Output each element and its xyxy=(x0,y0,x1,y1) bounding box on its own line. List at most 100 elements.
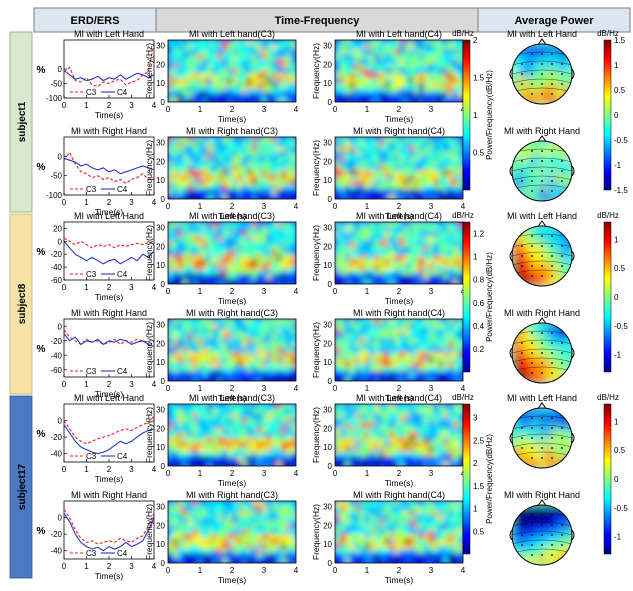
tf-cell xyxy=(438,404,444,410)
tf-cell xyxy=(399,333,405,339)
tf-cell xyxy=(379,179,385,186)
tf-cell xyxy=(276,175,282,181)
erd-xtick-label: 4 xyxy=(152,380,157,389)
tf-cell xyxy=(349,165,356,171)
tf-xtick-label: 2 xyxy=(397,287,402,296)
tf-cell xyxy=(286,87,292,94)
tf-cell xyxy=(364,82,371,89)
tf-cell xyxy=(339,54,346,60)
tf-cell xyxy=(251,427,258,434)
tf-cell xyxy=(349,184,356,191)
tf-cell xyxy=(187,534,194,540)
tf-cell xyxy=(251,82,258,89)
tf-cell xyxy=(428,146,435,152)
tf-cell xyxy=(281,548,287,555)
tf-cell xyxy=(374,165,380,171)
tf-cell xyxy=(364,553,371,559)
tf-cell xyxy=(453,78,459,84)
tf-cell xyxy=(281,371,287,377)
tf-cell xyxy=(344,418,351,424)
tf-cell xyxy=(448,456,454,462)
topo-cell xyxy=(518,44,527,52)
tf-cell xyxy=(359,451,366,458)
tf-cell xyxy=(369,529,375,535)
topo-cell xyxy=(552,57,560,65)
tf-cell xyxy=(433,236,439,242)
topo-cell xyxy=(545,428,553,436)
topo-cell xyxy=(558,57,567,65)
tf-cell xyxy=(168,328,174,334)
tf-cell xyxy=(232,357,238,363)
tf-cell xyxy=(354,347,361,353)
tf-cell xyxy=(413,236,420,242)
tf-cell xyxy=(339,241,346,247)
topo-cell xyxy=(558,266,567,274)
topo-cell xyxy=(525,246,533,254)
tf-cell xyxy=(261,333,268,339)
tf-axes xyxy=(167,136,297,200)
tf-cell xyxy=(291,371,296,377)
tf-cell xyxy=(379,501,385,507)
tf-cell xyxy=(261,548,268,555)
tf-cell xyxy=(281,59,287,65)
tf-cell xyxy=(438,141,444,148)
tf-cell xyxy=(286,558,292,563)
tf-cell xyxy=(389,404,395,410)
tf-cell xyxy=(177,543,184,550)
tf-cell xyxy=(241,357,248,363)
tf-cell xyxy=(217,437,223,443)
tf-cell xyxy=(241,524,248,531)
tf-cell xyxy=(187,54,194,60)
topo-cell xyxy=(532,266,540,274)
tf-cell xyxy=(251,236,258,242)
tf-cell xyxy=(453,231,459,237)
tf-cell xyxy=(261,404,268,410)
tf-cell xyxy=(222,515,228,521)
tf-cell xyxy=(349,222,356,228)
tf-cell xyxy=(394,333,400,339)
tf-cell xyxy=(227,437,233,443)
topo-cell xyxy=(512,461,520,468)
erd-xlabel: Time(s) xyxy=(95,474,124,484)
tf-cell xyxy=(222,250,228,256)
tf-cell xyxy=(286,347,292,353)
tf-cell xyxy=(364,151,371,157)
tf-cell xyxy=(286,250,292,256)
tf-cell xyxy=(281,446,287,453)
tf-cell xyxy=(236,323,243,330)
topo-cell xyxy=(565,64,572,72)
topo-cell xyxy=(558,454,567,463)
tf-cell xyxy=(251,40,258,46)
tf-cell xyxy=(212,40,218,46)
tf-cell xyxy=(339,524,346,531)
tf-ytick-label: 20 xyxy=(323,521,332,530)
tf-cell xyxy=(266,175,272,181)
tf-cell xyxy=(291,446,296,453)
tf-cell xyxy=(438,437,444,443)
tf-cell xyxy=(354,437,361,443)
tf-cell xyxy=(443,338,449,344)
tf-cell xyxy=(428,40,435,46)
tf-cell xyxy=(389,501,395,507)
tf-cell xyxy=(236,352,243,358)
tf-cell xyxy=(168,413,174,419)
tf-cell xyxy=(399,376,405,381)
tf-cell xyxy=(207,413,213,419)
tf-cell xyxy=(408,505,415,512)
tf-cell xyxy=(349,423,356,429)
tf-cell xyxy=(433,461,439,466)
tf-cell xyxy=(266,146,272,152)
tf-cell xyxy=(256,40,263,46)
tf-cell xyxy=(172,78,179,84)
tf-cell xyxy=(374,408,380,415)
tf-cell xyxy=(271,423,277,429)
tf-cell xyxy=(236,442,243,448)
tf-cell xyxy=(344,342,351,349)
tf-cell xyxy=(217,515,223,521)
erd-axes xyxy=(63,136,155,196)
tf-cell xyxy=(335,352,341,358)
tf-cell xyxy=(394,501,400,507)
tf-cell xyxy=(281,274,287,280)
tf-cell xyxy=(168,44,174,51)
tf-cell xyxy=(177,442,184,448)
